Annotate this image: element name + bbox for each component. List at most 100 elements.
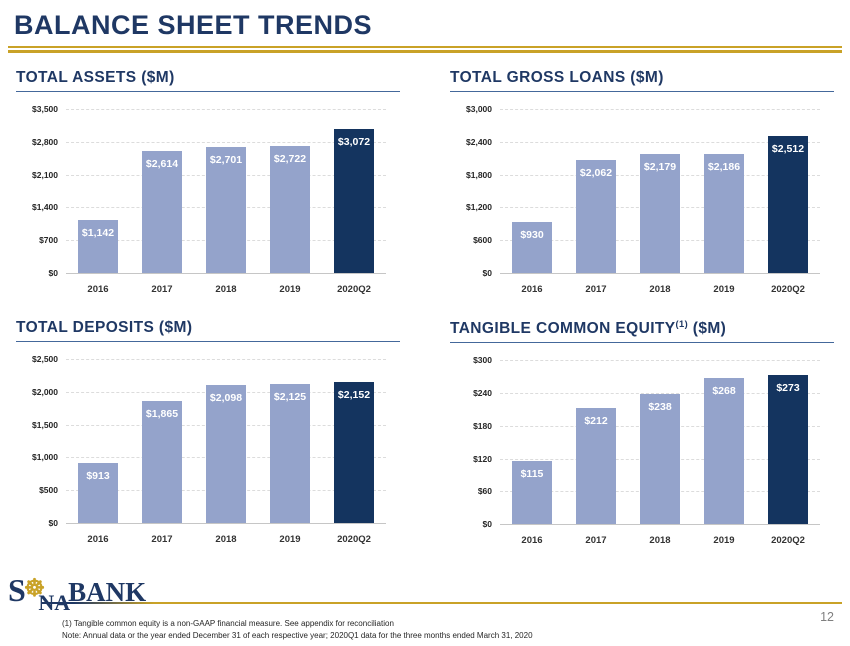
x-axis-category-label: 2016 [521,284,543,296]
x-axis-category-label: 2020Q2 [337,534,371,546]
bar-slot: $273 [756,360,820,525]
bar-slot: $2,152 [322,359,386,524]
bar-slot: $2,701 [194,109,258,274]
bar-slot: $2,614 [130,109,194,274]
bar-2017: $1,865 [141,400,183,524]
plot-area: $300 $240 $180 $120 $60 $0 $115 $212 $238 $268 $27… [473,355,820,529]
y-axis-tick-label: $0 [48,518,58,529]
y-axis-tick-label: $120 [473,453,492,464]
chart-title: TOTAL ASSETS ($M) [16,69,400,93]
bar-value-label: $273 [776,381,800,394]
x-axis-labels: 2016 2017 2018 2019 2020Q2 [500,280,820,299]
bar-2016: $930 [511,222,553,274]
bars-group: $1,142 $2,614 $2,701 $2,722 $3,072 [66,109,386,274]
y-axis-tick-label: $2,800 [32,136,58,147]
bar-slot: $913 [66,359,130,524]
bar-2019: $2,125 [269,383,311,524]
x-axis-category-label: 2016 [87,284,109,296]
gridline [500,109,820,111]
bar-value-label: $2,701 [209,153,243,166]
bar-2018: $2,098 [205,385,247,524]
bar-slot: $2,062 [564,109,628,274]
bar-2019: $268 [703,377,745,525]
bar-value-label: $2,722 [273,152,307,165]
gridline [66,109,386,111]
x-axis-category-label: 2020Q2 [337,284,371,296]
y-axis-tick-label: $0 [482,519,492,530]
y-axis-tick-label: $500 [39,485,58,496]
y-axis-tick-label: $60 [477,486,492,497]
x-axis-labels: 2016 2017 2018 2019 2020Q2 [66,280,386,299]
x-axis-category-label: 2017 [151,534,173,546]
y-axis-tick-label: $600 [473,235,492,246]
x-axis-labels: 2016 2017 2018 2019 2020Q2 [500,531,820,550]
chart-panel-tangible-common-equity: TANGIBLE COMMON EQUITY(1) ($M) $300 $240 $1… [450,319,834,550]
chart-panel-total-gross-loans-m: TOTAL GROSS LOANS ($M) $3,000 $2,400 $1,800… [450,69,834,299]
logo-letter-s: S [8,572,26,608]
bar-value-label: $930 [520,229,544,242]
bar-slot: $2,179 [628,109,692,274]
slide-footer: S☸NABANK (1) Tangible common equity is a… [0,572,850,646]
y-axis-tick-label: $240 [473,388,492,398]
bar-slot: $2,512 [756,109,820,274]
bar-slot: $2,722 [258,109,322,274]
x-axis-category-label: 2020Q2 [771,535,805,547]
y-axis-tick-label: $700 [39,235,58,246]
y-axis-tick-label: $300 [473,355,492,366]
x-axis-category-label: 2017 [585,284,607,296]
bar-2016: $1,142 [77,219,119,274]
y-axis-tick-label: $0 [482,268,492,279]
plot-area: $3,500 $2,800 $2,100 $1,400 $700 $0 $1,142 $2,6… [32,104,386,278]
bar-value-label: $2,152 [337,388,371,401]
chart-title-text: TOTAL ASSETS ($M) [16,69,175,87]
bar-2019: $2,186 [703,153,745,274]
chart-title-text: TOTAL GROSS LOANS ($M) [450,69,664,87]
chart-title: TOTAL GROSS LOANS ($M) [450,69,834,93]
bar-chart: $2,500 $2,000 $1,500 $1,000 $500 $0 $913 $1,865… [16,351,400,549]
y-axis-tick-label: $180 [473,420,492,431]
y-axis-tick-label: $1,500 [32,419,58,430]
chart-title: TOTAL DEPOSITS ($M) [16,319,400,343]
bar-2017: $212 [575,408,617,525]
bars-group: $913 $1,865 $2,098 $2,125 $2,152 [66,359,386,524]
footer-divider-rule [42,602,842,604]
bar-value-label: $268 [712,384,736,397]
bar-slot: $930 [500,109,564,274]
gridline [66,141,386,143]
bar-slot: $238 [628,360,692,525]
chart-title-text: TOTAL DEPOSITS ($M) [16,319,193,337]
bar-slot: $2,186 [692,109,756,274]
plot-area: $2,500 $2,000 $1,500 $1,000 $500 $0 $913 $1,865… [32,354,386,528]
bar-slot: $3,072 [322,109,386,274]
bars-group: $115 $212 $238 $268 $273 [500,360,820,525]
y-axis-tick-label: $2,500 [32,354,58,365]
bar-value-label: $2,186 [707,160,741,173]
bar-2018: $2,179 [639,153,681,274]
bar-slot: $115 [500,360,564,525]
bar-2020Q2: $273 [767,374,809,525]
footnote-data-note: Note: Annual data or the year ended Dece… [62,631,533,640]
bar-chart: $3,000 $2,400 $1,800 $1,200 $600 $0 $930 $2,062… [450,101,834,299]
y-axis-tick-label: $3,500 [32,104,58,115]
x-axis-category-label: 2019 [279,284,301,296]
bar-slot: $2,125 [258,359,322,524]
x-axis-category-label: 2019 [713,535,735,547]
bar-2018: $2,701 [205,146,247,274]
charts-grid: TOTAL ASSETS ($M) $3,500 $2,800 $2,100 $1,40… [0,53,850,550]
bar-2020Q2: $3,072 [333,129,375,274]
ship-wheel-icon: ☸ [23,576,46,602]
bar-slot: $2,098 [194,359,258,524]
y-axis-tick-label: $2,100 [32,169,58,180]
gridline [500,360,820,362]
x-axis-category-label: 2016 [87,534,109,546]
x-axis-category-label: 2018 [649,284,671,296]
y-axis-tick-label: $1,200 [466,202,492,213]
bar-slot: $1,865 [130,359,194,524]
bar-value-label: $3,072 [337,136,371,149]
y-axis-tick-label: $1,800 [466,169,492,180]
bar-value-label: $1,865 [145,407,179,420]
x-axis-category-label: 2018 [215,534,237,546]
logo-word-bank: BANK [68,577,147,607]
y-axis-tick-label: $2,400 [466,136,492,147]
chart-title-units: ($M) [688,320,727,338]
